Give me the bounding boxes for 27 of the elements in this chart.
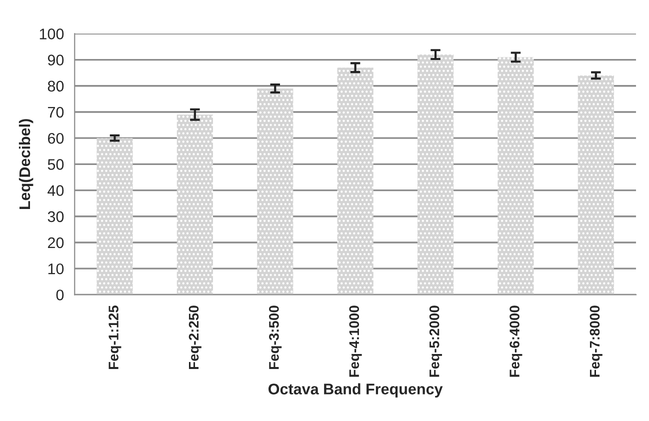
y-tick-label: 60 <box>48 132 64 144</box>
x-tick-label: Feq-3:500 <box>269 306 282 370</box>
y-tick-label: 30 <box>48 211 64 222</box>
bar <box>498 57 534 295</box>
y-axis-title: Leq(Decibel) <box>18 119 34 210</box>
y-tick-label: 80 <box>48 80 64 92</box>
bar <box>578 75 614 295</box>
bar <box>337 68 374 295</box>
x-tick-label: Feq-7:8000 <box>590 306 602 377</box>
x-tick-label: Feq-1:125 <box>108 305 122 370</box>
x-tick-label: Feq-6:4000 <box>510 306 522 377</box>
x-tick-label: Feq-5:2000 <box>429 306 442 377</box>
y-tick-label: 40 <box>48 185 64 196</box>
y-tick-label: 70 <box>48 106 64 118</box>
x-tick-label: Feq-2:250 <box>188 306 202 370</box>
y-tick-label: 0 <box>56 290 64 300</box>
y-tick-label: 10 <box>48 263 64 274</box>
y-tick-label: 90 <box>48 54 64 66</box>
x-tick-label: Feq-4:1000 <box>349 306 362 377</box>
x-axis-title: Octava Band Frequency <box>268 383 443 398</box>
y-tick-label: 50 <box>48 159 64 170</box>
bar <box>257 88 294 295</box>
bar <box>176 114 213 295</box>
bar <box>417 54 454 295</box>
y-tick-label: 20 <box>48 237 64 248</box>
bar <box>96 138 133 295</box>
y-tick-label: 100 <box>40 28 64 40</box>
